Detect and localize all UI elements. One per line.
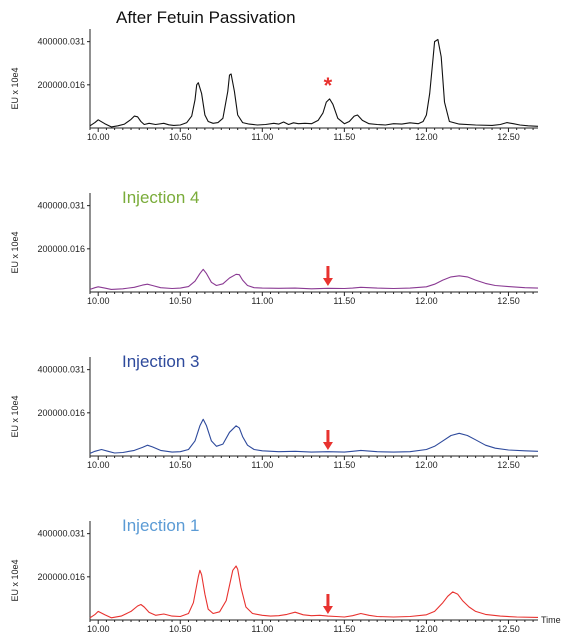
chart-panel-1: 400000.031 200000.016 EU x 10e4 10.00 10.50 1… (10, 8, 539, 142)
x-tick-label: 10.50 (169, 296, 192, 306)
y-tick-label: 400000.031 (37, 37, 85, 47)
asterisk-marker: * (324, 73, 333, 98)
y-axis-label: EU x 10e4 (10, 559, 20, 601)
x-tick-label: 11.50 (333, 296, 355, 306)
x-tick-label: 11.50 (333, 132, 355, 142)
series-line (89, 565, 539, 619)
chart-panel-3: 400000.031 200000.016 EU x 10e4 10.00 10.50 1… (10, 352, 539, 470)
x-tick-label: 10.00 (87, 460, 110, 470)
y-tick-label: 200000.016 (37, 244, 85, 254)
x-tick-label: 12.00 (415, 460, 438, 470)
chart-title: Injection 4 (122, 188, 200, 207)
chart-panel-2: 400000.031 200000.016 EU x 10e4 10.00 10.50 1… (10, 188, 539, 306)
x-tick-label: 12.00 (415, 132, 438, 142)
series-line (89, 38, 539, 128)
x-tick-label: 10.00 (87, 132, 110, 142)
arrow-marker-head (322, 606, 333, 614)
x-tick-label: 12.50 (497, 460, 520, 470)
x-tick-label: 11.00 (251, 132, 273, 142)
arrow-marker-head (322, 278, 333, 286)
y-tick-label: 200000.016 (37, 408, 85, 418)
x-tick-label: 12.00 (415, 624, 438, 634)
series-line (89, 268, 539, 290)
y-axis-label: EU x 10e4 (10, 395, 20, 437)
y-tick-label: 400000.031 (37, 365, 85, 375)
chart-title: Injection 3 (122, 352, 200, 371)
x-axis-label: Time (541, 615, 561, 625)
y-tick-label: 200000.016 (37, 572, 85, 582)
x-tick-label: 10.00 (87, 296, 110, 306)
x-tick-label: 12.50 (497, 296, 520, 306)
chart-title: After Fetuin Passivation (116, 8, 296, 27)
x-tick-label: 10.00 (87, 624, 110, 634)
x-tick-label: 11.00 (251, 296, 273, 306)
x-tick-label: 11.00 (251, 624, 273, 634)
x-tick-label: 12.50 (497, 624, 520, 634)
y-tick-label: 400000.031 (37, 201, 85, 211)
arrow-marker-head (322, 442, 333, 450)
x-tick-label: 11.00 (251, 460, 273, 470)
x-tick-label: 10.50 (169, 624, 192, 634)
x-tick-label: 12.00 (415, 296, 438, 306)
y-axis-label: EU x 10e4 (10, 231, 20, 273)
x-tick-label: 11.50 (333, 460, 355, 470)
x-tick-label: 12.50 (497, 132, 520, 142)
chart-panel-4: 400000.031 200000.016 EU x 10e4 10.00 10.50 1… (10, 516, 561, 634)
chart-title: Injection 1 (122, 516, 200, 535)
y-tick-label: 200000.016 (37, 80, 85, 90)
x-tick-label: 10.50 (169, 132, 192, 142)
x-tick-label: 11.50 (333, 624, 355, 634)
y-tick-label: 400000.031 (37, 529, 85, 539)
series-line (89, 418, 539, 454)
x-tick-label: 10.50 (169, 460, 192, 470)
y-axis-label: EU x 10e4 (10, 67, 20, 109)
